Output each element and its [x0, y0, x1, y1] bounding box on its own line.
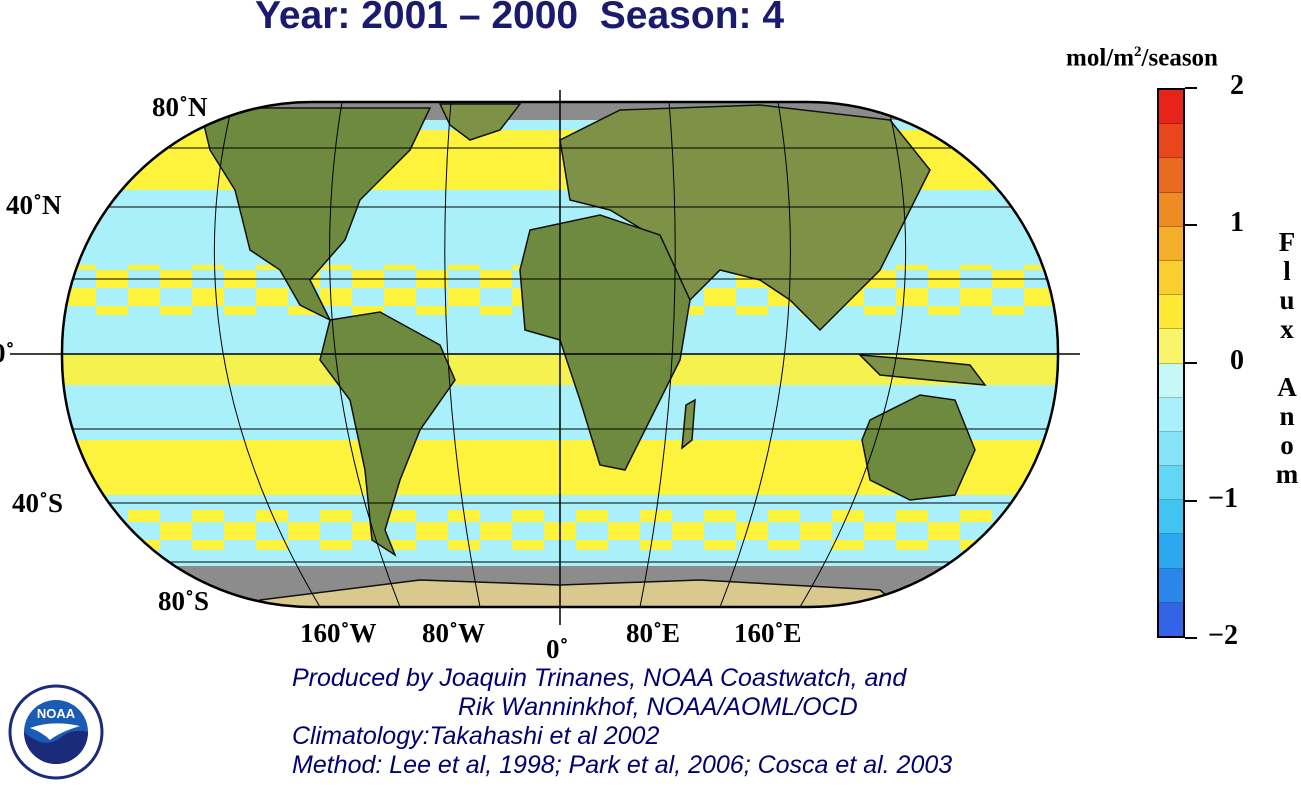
antarctica-land [259, 579, 903, 607]
credit-line-3: Climatology:Takahashi et al 2002 [292, 722, 660, 750]
units-label: mol/m2/season [1066, 44, 1218, 72]
colorbar-segment [1159, 431, 1183, 467]
colorbar-tick [1185, 224, 1197, 226]
colorbar-segment [1159, 500, 1183, 535]
lat-label-equator: 0˚ [0, 338, 15, 368]
south-america-land [319, 311, 456, 557]
colorbar-segment [1159, 192, 1183, 227]
lon-label-80w: 80˚W [422, 618, 485, 648]
noaa-logo-icon: NOAA [8, 684, 104, 780]
colorbar-segment [1159, 534, 1183, 569]
credit-line-1: Produced by Joaquin Trinanes, NOAA Coast… [292, 664, 907, 692]
colorbar-segment [1159, 158, 1183, 193]
lat-label-80n: 80˚N [152, 92, 208, 122]
colorbar-segment [1159, 363, 1183, 398]
colorbar-segment [1159, 602, 1183, 636]
colorbar-segment [1159, 295, 1183, 330]
lat-label-80s: 80˚S [158, 586, 210, 616]
lon-label-0: 0˚ [546, 634, 569, 664]
colorbar-label-neg2: −2 [1208, 620, 1238, 651]
colorbar-segment [1159, 90, 1183, 125]
greenland-land [438, 103, 522, 141]
map-title: Year: 2001 – 2000 Season: 4 [255, 0, 785, 37]
credit-line-4: Method: Lee et al, 1998; Park et al, 200… [292, 751, 953, 779]
colorbar-label-2: 2 [1230, 70, 1244, 101]
noaa-logo-text: NOAA [37, 706, 76, 721]
lon-label-160w: 160˚W [300, 618, 377, 648]
credits: Produced by Joaquin Trinanes, NOAA Coast… [292, 664, 952, 780]
colorbar [1157, 88, 1185, 638]
lat-label-40n: 40˚N [6, 190, 62, 220]
colorbar-segment [1159, 124, 1183, 159]
flux-anom-label: F l u x A n o m [1275, 227, 1299, 489]
colorbar-segment [1159, 226, 1183, 261]
colorbar-tick [1185, 500, 1197, 502]
colorbar-tick [1185, 362, 1197, 364]
colorbar-tick [1185, 87, 1197, 89]
madagascar-land [681, 398, 696, 450]
colorbar-label-1: 1 [1230, 207, 1244, 238]
indonesia-land [858, 354, 987, 386]
credit-line-2: Rik Wanninkhof, NOAA/AOML/OCD [458, 693, 858, 721]
colorbar-label-neg1: −1 [1208, 483, 1238, 514]
lat-label-40s: 40˚S [12, 488, 64, 518]
colorbar-segment [1159, 329, 1183, 364]
colorbar-segment [1159, 397, 1183, 432]
colorbar-segment [1159, 466, 1183, 501]
colorbar-segment [1159, 568, 1183, 603]
lon-label-160e: 160˚E [734, 618, 802, 648]
colorbar-tick [1185, 637, 1197, 639]
australia-land [861, 394, 976, 501]
colorbar-segment [1159, 260, 1183, 296]
colorbar-label-0: 0 [1230, 345, 1244, 376]
lon-label-80e: 80˚E [626, 618, 680, 648]
